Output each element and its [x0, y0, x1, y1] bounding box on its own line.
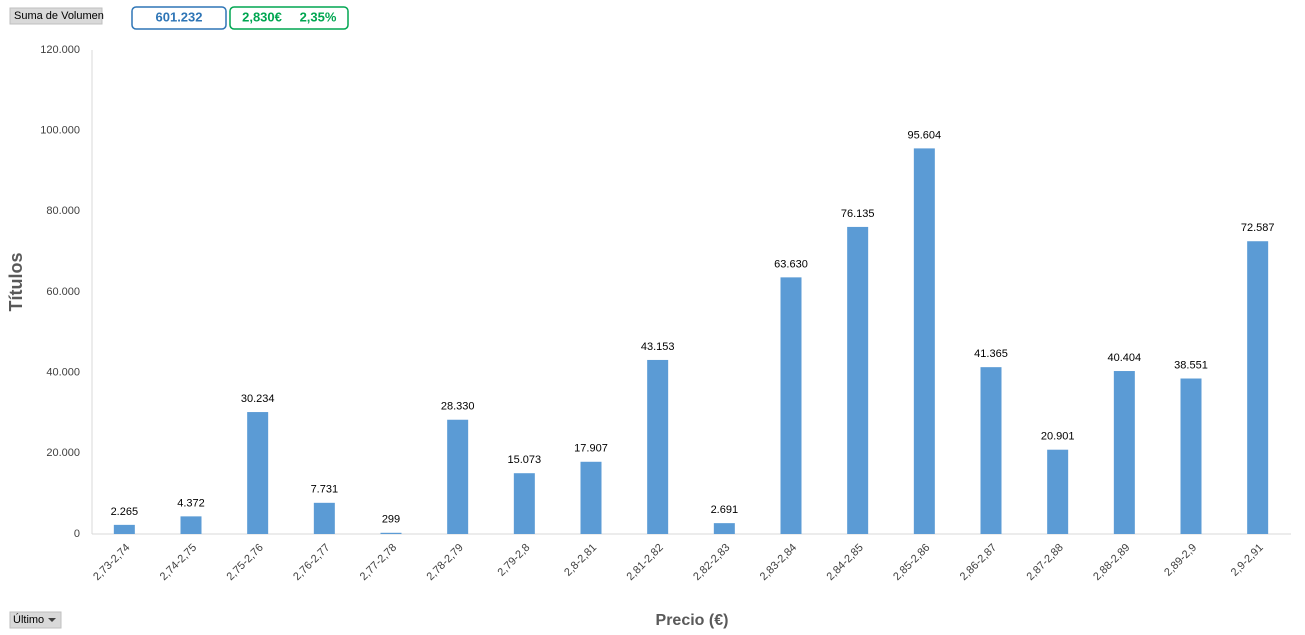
x-axis-title: Precio (€) — [656, 612, 729, 629]
bar — [447, 419, 469, 534]
data-label: 76.135 — [841, 208, 875, 220]
x-tick-label: 2,8-2,81 — [562, 542, 599, 579]
y-tick-label: 20.000 — [46, 447, 80, 459]
bar — [580, 461, 602, 534]
bar — [180, 516, 202, 534]
x-tick-label: 2,85-2,86 — [891, 542, 932, 583]
data-label: 4.372 — [177, 497, 205, 509]
data-label: 72.587 — [1241, 222, 1275, 234]
bar — [647, 359, 669, 534]
data-label: 17.907 — [574, 443, 608, 455]
bar — [713, 523, 735, 534]
data-label: 95.604 — [908, 129, 942, 141]
bar — [780, 277, 802, 534]
x-tick-label: 2,88-2,89 — [1091, 542, 1132, 583]
y-tick-label: 0 — [74, 528, 80, 540]
change-value: 2,35% — [300, 9, 337, 24]
dropdown-arrow — [48, 618, 56, 622]
field-button-label: Suma de Volumen — [14, 10, 104, 22]
bar — [380, 532, 402, 534]
x-tick-label: 2,9-2,91 — [1229, 542, 1266, 579]
data-label: 43.153 — [641, 341, 675, 353]
x-tick-label: 2,76-2,77 — [291, 542, 332, 583]
total-box — [131, 6, 227, 30]
data-label: 38.551 — [1174, 359, 1208, 371]
y-tick-label: 100.000 — [40, 125, 80, 137]
data-label: 20.901 — [1041, 431, 1075, 443]
bar — [113, 524, 135, 534]
bar — [513, 473, 535, 534]
x-tick-label: 2,79-2,8 — [495, 542, 532, 579]
data-label: 40.404 — [1108, 352, 1142, 364]
bar — [913, 148, 935, 534]
y-tick-label: 80.000 — [46, 205, 80, 217]
data-label: 2.691 — [711, 504, 739, 516]
y-tick-label: 40.000 — [46, 367, 80, 379]
x-tick-label: 2,74-2,75 — [158, 542, 199, 583]
dropdown[interactable] — [9, 611, 62, 629]
bar — [313, 502, 335, 534]
x-tick-label: 2,78-2,79 — [424, 542, 465, 583]
bar — [1180, 378, 1202, 534]
data-label: 7.731 — [311, 484, 339, 496]
bar — [980, 367, 1002, 534]
x-tick-label: 2,82-2,83 — [691, 542, 732, 583]
bar — [1113, 371, 1135, 534]
data-label: 28.330 — [441, 401, 475, 413]
x-tick-label: 2,89-2,9 — [1162, 542, 1199, 579]
x-tick-label: 2,84-2,85 — [824, 542, 865, 583]
data-label: 2.265 — [111, 506, 139, 518]
y-tick-label: 120.000 — [40, 44, 80, 56]
total-value: 601.232 — [156, 9, 203, 24]
price-value: 2,830€ — [242, 9, 282, 24]
x-tick-label: 2,86-2,87 — [958, 542, 999, 583]
x-tick-label: 2,77-2,78 — [358, 542, 399, 583]
bar — [1047, 449, 1069, 534]
data-label: 15.073 — [508, 454, 542, 466]
data-label: 299 — [382, 514, 400, 526]
x-tick-label: 2,73-2,74 — [91, 542, 132, 583]
x-tick-label: 2,81-2,82 — [624, 542, 665, 583]
x-tick-label: 2,83-2,84 — [758, 542, 799, 583]
dropdown-label: Último — [13, 613, 44, 626]
data-label: 41.365 — [974, 348, 1008, 360]
x-tick-label: 2,75-2,76 — [224, 542, 265, 583]
y-axis-title: Títulos — [6, 253, 26, 312]
data-label: 30.234 — [241, 393, 275, 405]
field-button[interactable] — [9, 7, 103, 25]
bar — [247, 412, 269, 534]
price-box — [229, 6, 349, 30]
data-label: 63.630 — [774, 258, 808, 270]
y-tick-label: 60.000 — [46, 286, 80, 298]
bar — [847, 226, 869, 534]
bar — [1247, 241, 1269, 535]
x-tick-label: 2,87-2,88 — [1024, 542, 1065, 583]
